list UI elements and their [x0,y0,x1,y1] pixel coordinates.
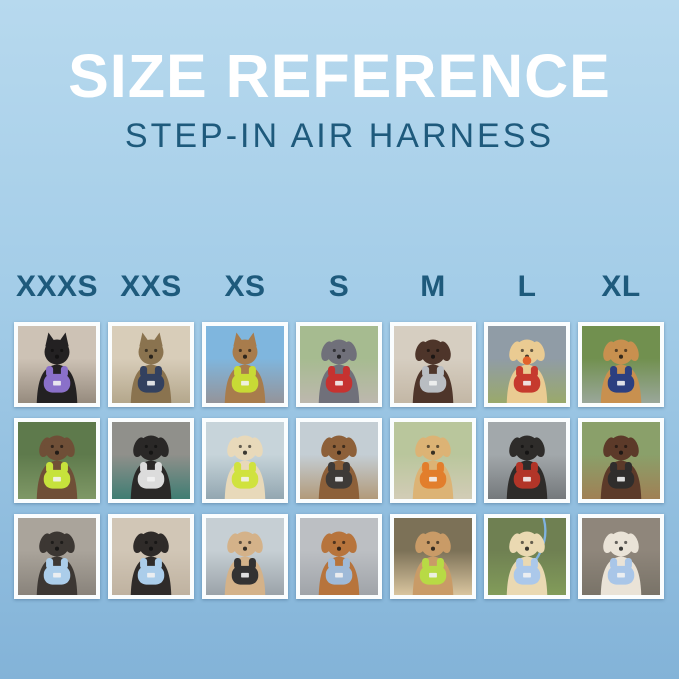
page-title: SIZE REFERENCE [68,42,611,110]
photo-m-row3 [390,514,476,599]
photo-xs-row2 [202,418,288,503]
photo-l-row2 [484,418,570,503]
photo-xs-row1 [202,322,288,407]
photo-xl-row3 [578,514,664,599]
size-label-l: L [517,270,537,303]
header: SIZE REFERENCE STEP-IN AIR HARNESS [0,0,679,155]
photo-grid [14,322,664,599]
photo-xl-row2 [578,418,664,503]
photo-l-row3 [484,514,570,599]
size-label-m: M [420,270,446,303]
photo-xs-row3 [202,514,288,599]
photo-s-row2 [296,418,382,503]
photo-xxs-row2 [108,418,194,503]
size-label-xs: XS [224,270,266,303]
size-label-xxxs: XXXS [15,270,99,303]
photo-xl-row1 [578,322,664,407]
photo-s-row1 [296,322,382,407]
photo-m-row1 [390,322,476,407]
size-label-xl: XL [601,270,641,303]
size-label-s: S [328,270,350,303]
photo-xxxs-row3 [14,514,100,599]
photo-xxxs-row1 [14,322,100,407]
photo-xxs-row1 [108,322,194,407]
photo-m-row2 [390,418,476,503]
size-label-xxs: XXS [120,270,182,303]
photo-l-row1 [484,322,570,407]
size-label-row: XXXS XXS XS S M L XL [14,270,664,304]
photo-xxs-row3 [108,514,194,599]
page-subtitle: STEP-IN AIR HARNESS [124,117,555,155]
photo-s-row3 [296,514,382,599]
photo-xxxs-row2 [14,418,100,503]
